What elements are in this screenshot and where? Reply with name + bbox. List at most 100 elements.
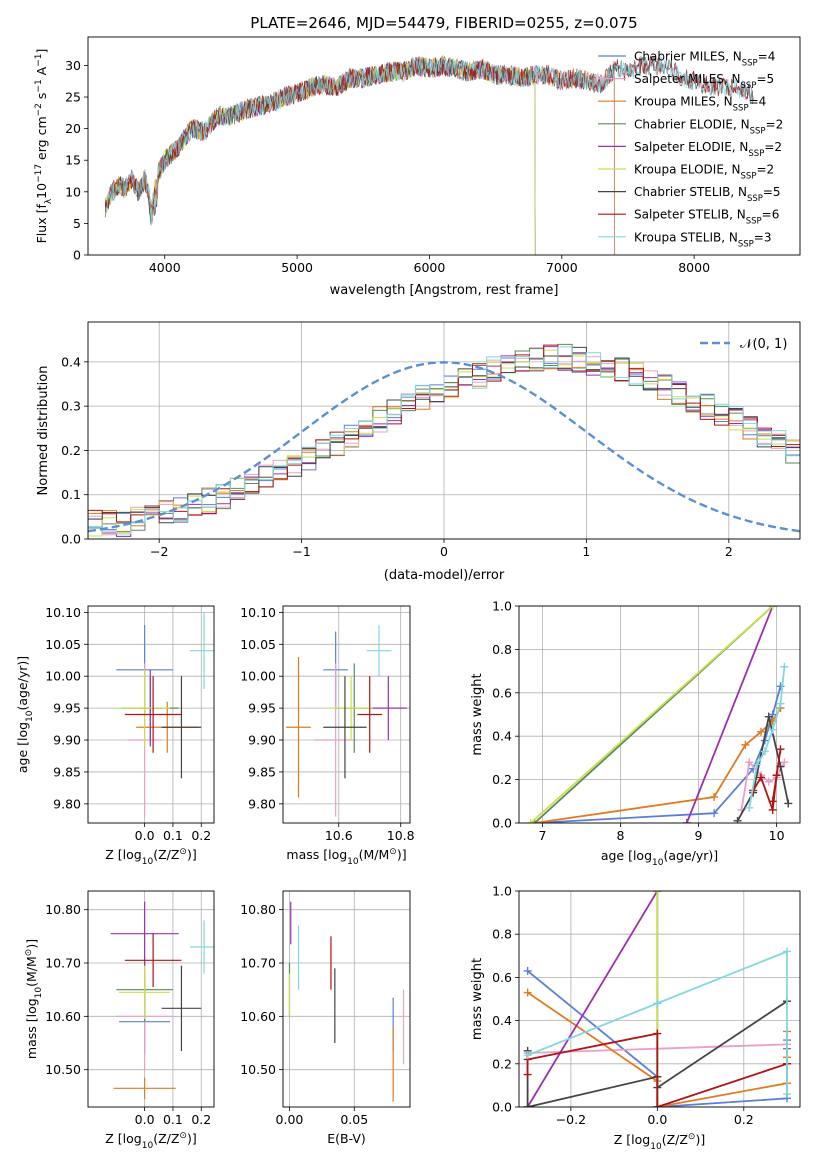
legend-entry: Kroupa ELODIE, NSSP=2 xyxy=(634,163,774,182)
legend-sub: SSP xyxy=(746,217,762,227)
weight-marker xyxy=(780,758,789,767)
legend-tail: =2 xyxy=(756,163,774,177)
label-part: −1 xyxy=(34,79,44,92)
tick-label-y: 10.00 xyxy=(45,669,81,684)
tick-label-y: 0.6 xyxy=(492,970,512,985)
label-part: ⊙ xyxy=(179,1131,187,1141)
legend-sub: SSP xyxy=(738,239,754,249)
weight-marker xyxy=(523,1051,532,1060)
tick-label-y: 25 xyxy=(65,90,81,105)
weight-line xyxy=(748,666,786,808)
tick-label-y: 0.0 xyxy=(61,532,81,547)
weight-marker xyxy=(526,819,535,823)
series-line xyxy=(104,57,616,255)
tick-label-y: 10.70 xyxy=(45,956,81,971)
x-axis-label: Z [log10(Z/Z⊙)] xyxy=(105,1131,196,1151)
label-part: )] xyxy=(24,939,39,949)
tick-label-y: 10.10 xyxy=(240,605,276,620)
label-part: ⊙ xyxy=(179,847,187,857)
legend-sub: SSP xyxy=(741,81,757,91)
legend-tail: =6 xyxy=(762,208,780,222)
label-part: Z [log xyxy=(614,1132,650,1147)
chart-residuals: −2 −1 0 1 2 0.0 0.1 0.2 0.3 0.4 (data-model)/error… xyxy=(36,321,801,583)
label-part: (M/M xyxy=(24,956,39,987)
tick-label-y: 10.05 xyxy=(45,637,81,652)
weight-marker xyxy=(776,745,785,754)
weight-line xyxy=(530,606,774,823)
tick-label-y: 9.85 xyxy=(53,764,81,779)
tick-label-y: 9.85 xyxy=(248,764,276,779)
tick-label-x: 0.0 xyxy=(135,828,155,843)
tick-label-y: 9.80 xyxy=(248,796,276,811)
tick-label-x: 0.1 xyxy=(163,1112,183,1127)
x-axis-label: Z [log10(Z/Z⊙)] xyxy=(614,1132,705,1152)
weight-marker xyxy=(768,805,777,814)
label-part: ⊙ xyxy=(688,1132,696,1142)
weight-line xyxy=(685,606,774,823)
legend-name: Kroupa MILES, N xyxy=(634,95,733,109)
tick-label-x: 9 xyxy=(695,828,703,843)
weight-marker xyxy=(523,988,532,997)
label-part: Z [log xyxy=(105,847,141,862)
weight-marker xyxy=(523,1103,532,1107)
tick-label-y: 10.60 xyxy=(240,1009,276,1024)
legend-entry: Salpeter MILES, NSSP=5 xyxy=(634,72,774,91)
tick-label-x: 7 xyxy=(538,828,546,843)
tick-label-x: 0 xyxy=(440,544,448,559)
tick-label-y: 10 xyxy=(65,184,81,199)
tick-label-x: −1 xyxy=(292,544,310,559)
y-axis-label: Normed distribution xyxy=(36,366,51,496)
tick-label-y: 10.00 xyxy=(240,669,276,684)
label-part: (Z/Z xyxy=(153,1131,179,1146)
plot-area xyxy=(116,612,214,817)
legend-entry: Salpeter ELODIE, NSSP=2 xyxy=(634,140,782,159)
weight-marker xyxy=(741,740,750,749)
weight-marker xyxy=(772,771,781,780)
tick-label-x: 0.00 xyxy=(276,1112,304,1127)
x-axis-label: Z [log10(Z/Z⊙)] xyxy=(105,847,196,867)
histogram-series xyxy=(88,346,800,539)
tick-label-y: 0.0 xyxy=(492,1100,512,1115)
legend-tail: =3 xyxy=(754,230,772,244)
label-part: −2 xyxy=(34,103,44,116)
weight-marker xyxy=(783,1090,792,1099)
weight-marker xyxy=(682,819,691,823)
tick-label-y: 1.0 xyxy=(492,599,512,614)
label-part: −1 xyxy=(34,54,44,67)
x-axis-label: E(B-V) xyxy=(327,1131,366,1146)
tick-label-x: 5000 xyxy=(281,260,313,275)
weight-marker xyxy=(753,760,762,769)
tick-label-y: 30 xyxy=(65,58,81,73)
y-axis-label: mass weight xyxy=(470,958,485,1040)
legend-name: Chabrier ELODIE, N xyxy=(634,117,750,131)
weight-marker xyxy=(745,803,754,812)
axes-frame xyxy=(87,890,215,1108)
x-axis-label: wavelength [Angstrom, rest frame] xyxy=(330,283,559,298)
legend-tail: =4 xyxy=(749,95,767,109)
tick-label-y: 0.2 xyxy=(492,1056,512,1071)
tick-label-y: 9.95 xyxy=(53,701,81,716)
legend-name: Chabrier MILES, N xyxy=(634,50,742,64)
tick-label-y: 10.80 xyxy=(45,902,81,917)
label-part: )] xyxy=(397,847,407,862)
plot-area xyxy=(526,606,793,823)
legend-tail: =2 xyxy=(764,140,782,154)
tick-label-y: 0.6 xyxy=(492,685,512,700)
label-part: age [log xyxy=(601,848,652,863)
tick-label-x: 0.05 xyxy=(340,1112,368,1127)
tick-label-y: 0 xyxy=(73,248,81,263)
tick-label-y: 0.1 xyxy=(61,487,81,502)
label-part: erg cm xyxy=(34,116,49,164)
weight-marker xyxy=(653,891,662,895)
label-part: 10 xyxy=(142,1141,154,1151)
weight-marker xyxy=(780,662,789,671)
plot-area xyxy=(88,343,800,539)
tick-label-y: 15 xyxy=(65,153,81,168)
weight-marker xyxy=(756,727,765,736)
weight-marker xyxy=(756,773,765,782)
label-part: (age/yr)] xyxy=(15,656,30,711)
tick-label-x: 10.8 xyxy=(387,828,415,843)
tick-label-y: 0.8 xyxy=(492,927,512,942)
legend-tail: =5 xyxy=(756,72,774,86)
